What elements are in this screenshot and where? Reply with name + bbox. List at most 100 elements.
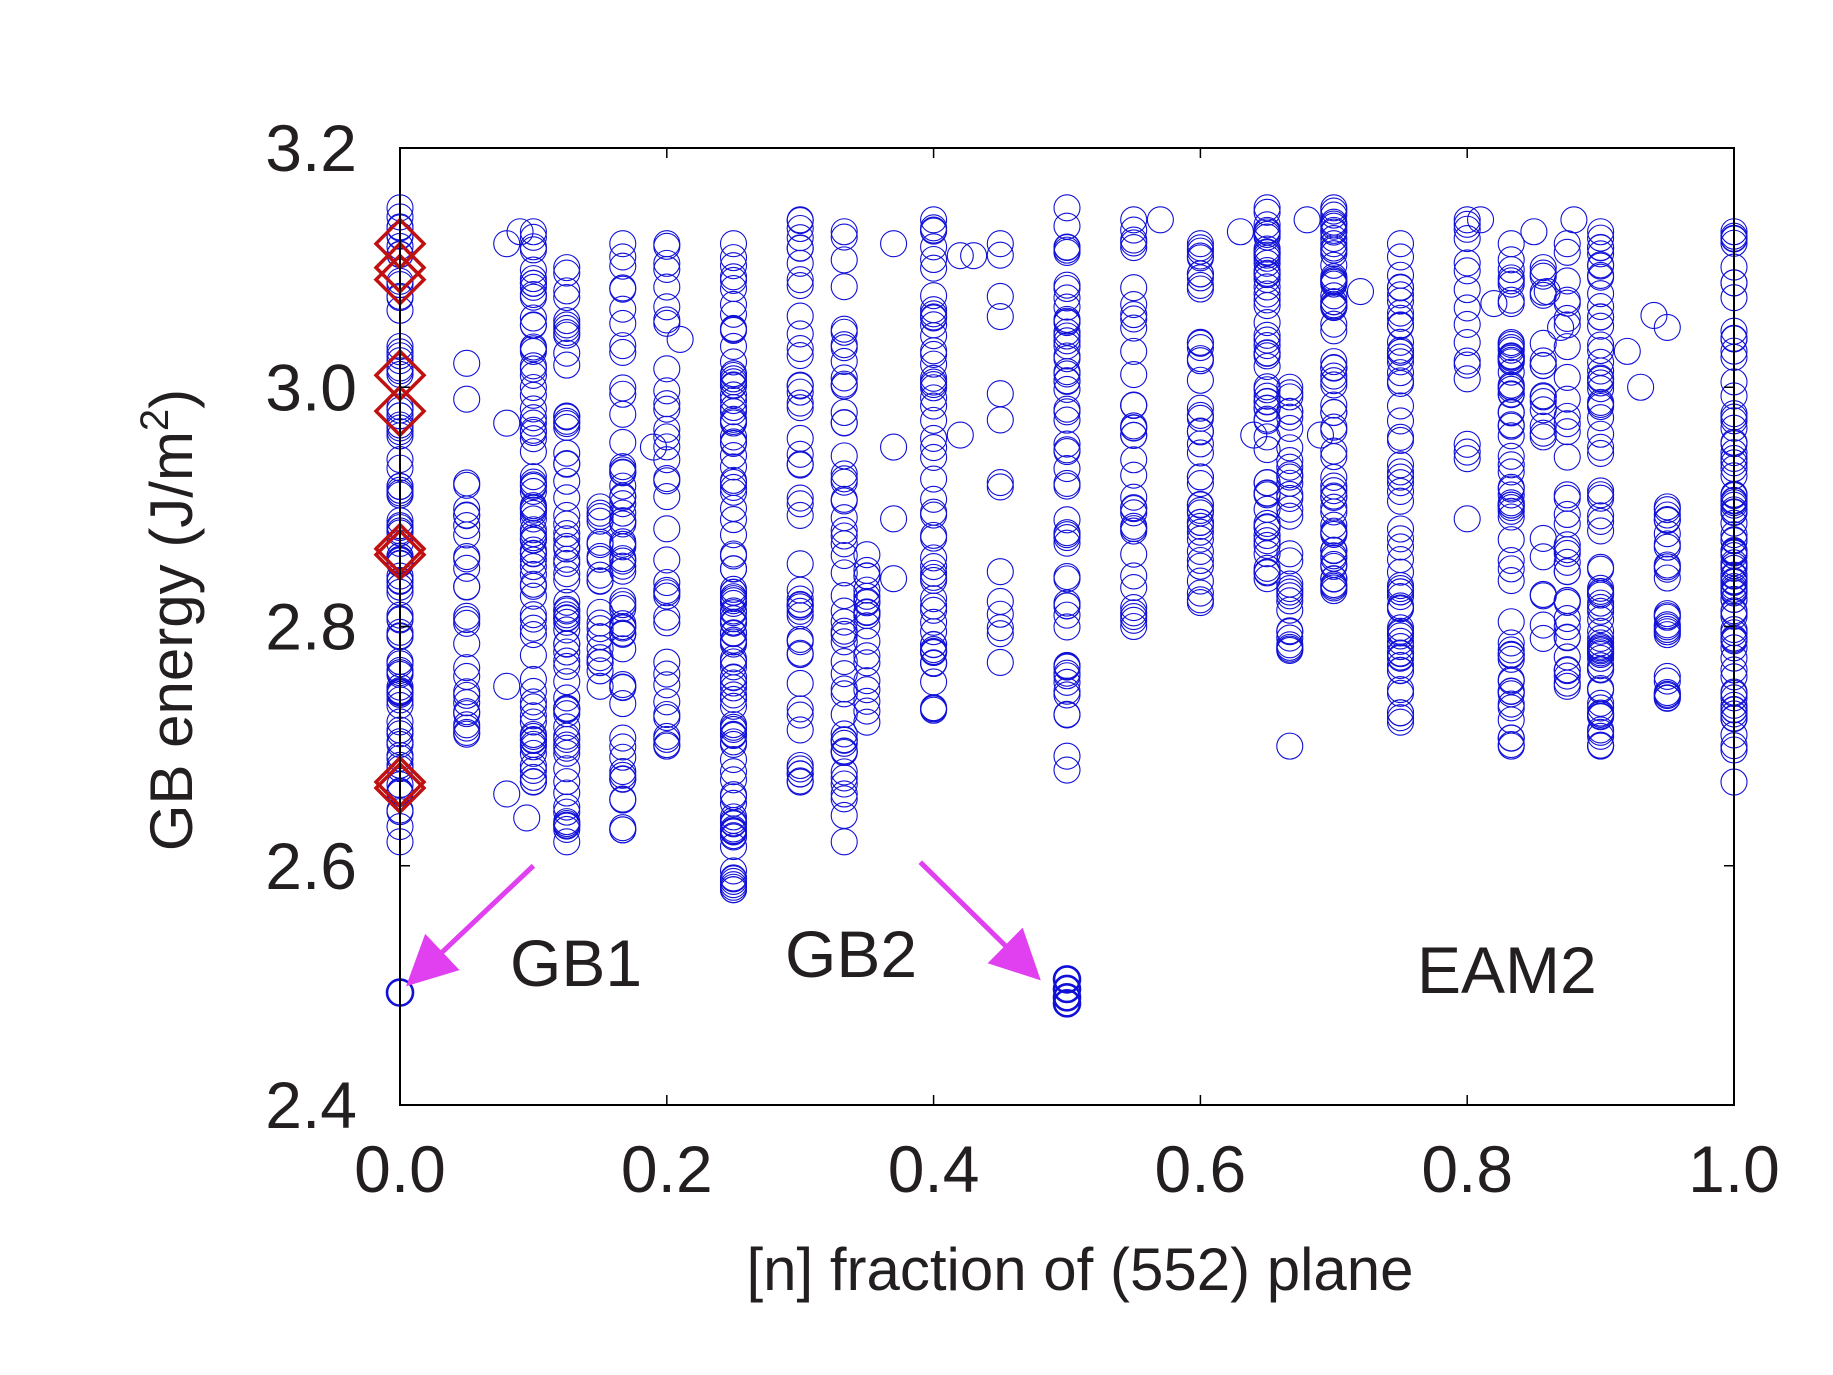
data-point [719,876,748,904]
data-point [609,472,637,500]
data-point [1276,484,1304,512]
data-point [1386,348,1415,376]
data-point [609,338,637,366]
data-point [786,234,814,262]
data-point [609,547,637,575]
data-point [609,674,637,702]
data-point [1320,201,1348,229]
data-point [920,216,948,244]
data-point [786,701,814,729]
data-point [920,282,948,310]
data-point [586,672,614,700]
data-point [1320,194,1348,222]
data-point [1253,321,1281,349]
data-point [1386,469,1415,497]
data-point [1253,309,1281,337]
data-point [1386,463,1415,491]
data-point [609,490,637,518]
data-point [719,348,748,376]
data-point [830,318,858,346]
data-point [453,511,481,540]
data-point [1253,513,1281,541]
data-point [453,678,481,706]
data-point [1320,216,1348,244]
data-point [519,477,547,505]
data-point [553,768,581,796]
data-point [553,501,581,529]
data-point [609,619,637,647]
data-point [920,668,948,696]
data-point [1186,579,1214,607]
data-point [453,471,481,499]
data-point [1587,439,1615,467]
data-point [519,280,547,309]
data-point [609,724,637,752]
data-point [1253,280,1281,308]
y-tick-label: 2.4 [265,1068,357,1142]
data-point [719,713,748,741]
arrow-to-gb1 [406,863,536,987]
data-point [786,484,814,512]
data-point [1120,206,1148,234]
data-point [609,275,637,303]
data-point [553,696,581,724]
data-point [653,671,681,699]
data-point [1186,546,1214,575]
data-point [1497,246,1525,274]
data-point [920,443,948,471]
data-point [719,316,748,345]
data-point [1553,481,1581,509]
data-point [1497,328,1525,357]
data-point [1553,402,1581,430]
data-point [653,465,681,493]
data-point [519,726,547,754]
data-point [1587,240,1615,268]
data-point [719,833,748,861]
data-point [1497,680,1525,708]
data-point [609,814,637,842]
data-point [1120,314,1148,342]
data-point [1186,518,1214,546]
data-point [786,585,814,613]
data-point [609,507,637,535]
data-point [1276,636,1304,664]
data-point [1587,280,1615,308]
data-point [553,535,581,563]
data-point [609,533,637,561]
data-point [1497,451,1525,479]
data-point [830,372,858,400]
data-point [553,339,581,367]
data-point [609,230,637,258]
data-point [1053,437,1081,466]
data-point [639,433,668,461]
data-point [920,322,948,350]
data-point [719,540,748,568]
data-point [553,311,581,339]
data-point [553,588,581,616]
data-point [553,695,581,723]
data-point [586,567,614,595]
data-point [1053,238,1081,266]
data-point [653,273,681,301]
data-point [1120,234,1148,262]
data-point [519,539,547,567]
data-point [609,786,637,814]
data-point [786,214,814,243]
data-point [453,711,481,739]
data-point [1386,230,1415,258]
data-point [553,616,581,644]
data-point [1386,572,1415,600]
data-point [920,206,948,234]
data-point [830,801,858,830]
data-point [830,331,858,359]
data-point [519,560,547,588]
data-point [1276,618,1304,646]
data-points [385,194,1748,1018]
data-point [1386,312,1415,340]
data-point [830,398,858,427]
x-tick-label: 0.6 [1155,1132,1247,1206]
annotation-gb1: GB1 [510,926,642,1000]
data-point [786,424,814,453]
data-point [1253,479,1281,507]
data-point [1553,604,1581,633]
